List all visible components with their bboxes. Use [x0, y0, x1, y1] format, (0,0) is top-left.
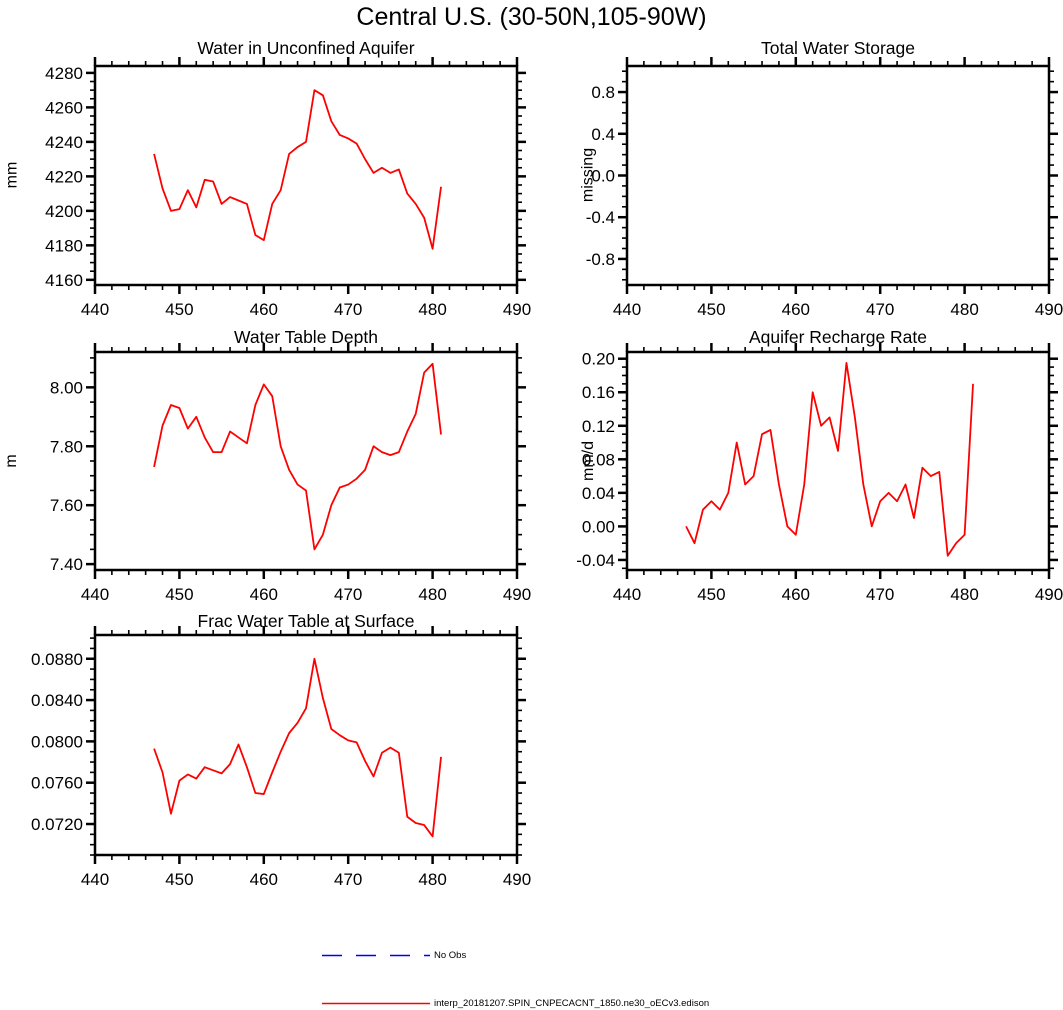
plot-title-aquifer-recharge-rate: Aquifer Recharge Rate — [748, 327, 928, 347]
y-tick-label: -0.8 — [586, 250, 615, 269]
axes-box — [625, 64, 1051, 287]
plot-total-water-storage: 440 450 460 470 480 490 -0.8 -0.4 0.0 0.4 0.8 — [586, 57, 1063, 319]
x-tick-label: 490 — [1035, 585, 1063, 604]
x-tick-label: 440 — [81, 870, 109, 889]
y-tick-label: 0.16 — [582, 383, 615, 402]
plot-title-water-in-unconfined-aquifer: Water in Unconfined Aquifer — [197, 38, 415, 58]
axes-box — [93, 350, 519, 572]
y-tick-label: 8.00 — [50, 378, 83, 397]
x-tick-label: 480 — [418, 585, 446, 604]
axes-box — [93, 64, 519, 287]
x-tick-label: 460 — [782, 300, 810, 319]
axes-box — [93, 633, 519, 857]
series-line — [153, 89, 442, 250]
plot-title-frac-water-table-at-surface: Frac Water Table at Surface — [197, 611, 415, 631]
y-tick-label: 0.0840 — [31, 691, 83, 710]
y-tick-label: 0.0720 — [31, 815, 83, 834]
figure-title: Central U.S. (30-50N,105-90W) — [356, 3, 707, 31]
x-tick-label: 440 — [81, 585, 109, 604]
x-tick-label: 490 — [503, 585, 531, 604]
y-tick-label: 0.0880 — [31, 650, 83, 669]
x-tick-label: 460 — [250, 300, 278, 319]
y-tick-label: 4160 — [45, 271, 83, 290]
y-tick-label: 0.0760 — [31, 774, 83, 793]
plot-aquifer-recharge-rate: 440 450 460 470 480 490 -0.04 0.00 0.04 0.08 0.12 0… — [576, 343, 1063, 604]
y-tick-label: 4220 — [45, 167, 83, 186]
x-tick-label: 450 — [697, 585, 725, 604]
plot-title-water-table-depth: Water Table Depth — [234, 327, 378, 347]
y-tick-label: 0.0 — [591, 167, 615, 186]
x-tick-label: 450 — [165, 870, 193, 889]
x-tick-label: 470 — [866, 300, 894, 319]
x-tick-label: 490 — [503, 300, 531, 319]
x-tick-label: 450 — [697, 300, 725, 319]
x-tick-label: 450 — [165, 585, 193, 604]
axes-box — [625, 350, 1051, 572]
y-tick-label: 7.40 — [50, 555, 83, 574]
y-tick-label: 4240 — [45, 133, 83, 152]
x-tick-label: 480 — [418, 870, 446, 889]
series-line — [685, 361, 974, 557]
y-tick-label: 7.80 — [50, 437, 83, 456]
y-tick-label: 0.04 — [582, 484, 615, 503]
series-line — [153, 362, 442, 551]
x-tick-label: 490 — [1035, 300, 1063, 319]
x-tick-label: 460 — [782, 585, 810, 604]
x-tick-label: 460 — [250, 585, 278, 604]
x-tick-label: 490 — [503, 870, 531, 889]
x-tick-label: 470 — [334, 870, 362, 889]
y-tick-label: 0.08 — [582, 450, 615, 469]
y-tick-label: 0.00 — [582, 517, 615, 536]
y-tick-label: 4260 — [45, 98, 83, 117]
y-tick-label: 4280 — [45, 64, 83, 83]
x-tick-label: 440 — [613, 300, 641, 319]
y-tick-label: 0.8 — [591, 83, 615, 102]
x-tick-label: 460 — [250, 870, 278, 889]
x-tick-label: 480 — [950, 585, 978, 604]
x-tick-label: 440 — [613, 585, 641, 604]
y-tick-label: 4200 — [45, 202, 83, 221]
legend-no-obs-label: No Obs — [434, 950, 467, 961]
plot-water-in-unconfined-aquifer: 440 450 460 470 480 490 4160 4180 4200 4220 4240 42… — [45, 57, 531, 319]
y-tick-label: 4180 — [45, 236, 83, 255]
y-tick-label: 0.0800 — [31, 732, 83, 751]
x-tick-label: 470 — [334, 585, 362, 604]
y-tick-label: 7.60 — [50, 496, 83, 515]
x-tick-label: 480 — [418, 300, 446, 319]
plot-title-total-water-storage: Total Water Storage — [760, 38, 915, 58]
y-tick-label: 0.20 — [582, 350, 615, 369]
x-tick-label: 470 — [334, 300, 362, 319]
x-tick-label: 470 — [866, 585, 894, 604]
plot-water-table-depth: 440 450 460 470 480 490 7.40 7.60 7.80 8.00 — [50, 343, 531, 604]
plot-frac-water-table-at-surface: 440 450 460 470 480 490 0.0720 0.0760 0.0800 0.08… — [31, 626, 531, 889]
y-tick-label: 0.4 — [591, 125, 615, 144]
y-tick-label: -0.4 — [586, 208, 615, 227]
y-tick-label: 0.12 — [582, 417, 615, 436]
x-tick-label: 440 — [81, 300, 109, 319]
y-tick-label: -0.04 — [576, 551, 615, 570]
x-tick-label: 450 — [165, 300, 193, 319]
series-line — [153, 657, 442, 838]
legend-series-label: interp_20181207.SPIN_CNPECACNT_1850.ne30… — [434, 998, 710, 1009]
x-tick-label: 480 — [950, 300, 978, 319]
